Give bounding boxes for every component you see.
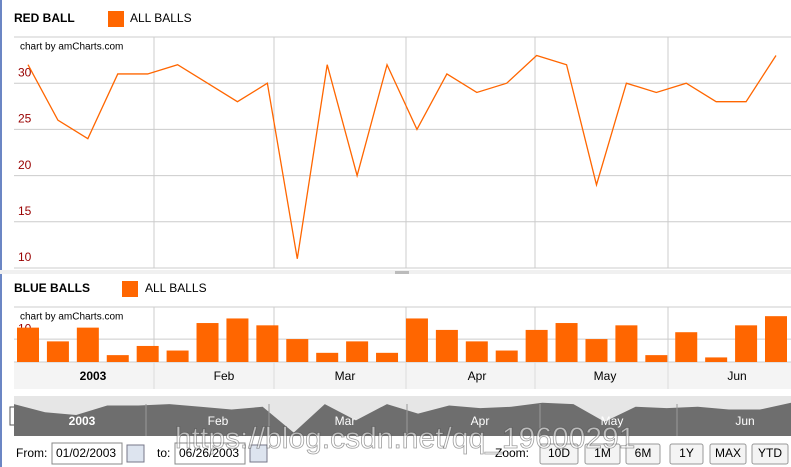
x-tick-label: Mar [335,369,356,383]
y-tick-label: 20 [18,158,32,172]
bar [435,329,458,362]
scroll-label: Mar [335,414,356,428]
from-label: From: [16,446,47,460]
x-tick-label: Apr [468,369,487,383]
bar [256,325,279,362]
scroll-label: Apr [471,414,490,428]
bar [346,341,369,362]
bar [17,327,39,362]
zoom-button[interactable] [751,443,789,465]
bar [405,318,428,362]
zoom-button-label[interactable]: 1M [594,446,611,460]
bar [675,332,698,362]
bar [765,316,787,362]
bar [735,325,758,362]
zoom-button[interactable] [669,443,704,465]
calendar-icon[interactable] [249,444,268,463]
scroll-label: May [601,414,624,428]
zoom-button[interactable] [709,443,747,465]
bar [376,352,399,362]
x-tick-label: 2003 [80,369,107,383]
bar [166,350,189,362]
category-axis [14,362,791,389]
calendar-icon[interactable] [126,444,145,463]
to-input[interactable] [174,442,246,465]
from-input[interactable] [51,442,123,465]
to-label: to: [157,446,170,460]
x-tick-label: Feb [214,369,235,383]
credit: chart by amCharts.com [20,42,123,53]
bar [705,357,728,362]
bar [136,345,159,362]
y-tick-label: 30 [18,65,32,79]
bar [585,339,608,362]
legend-swatch[interactable] [122,281,138,297]
line-series [27,54,777,259]
watermark: https://blog.csdn.net/qq_19600291 [175,422,635,455]
bar [555,323,578,362]
zoom-button-label[interactable]: 10D [548,446,570,460]
zoom-button-label[interactable]: MAX [715,446,741,460]
bar [286,339,309,362]
chart-title: BLUE BALLS [14,281,90,295]
zoom-button[interactable] [625,443,661,465]
zoom-button-label[interactable]: YTD [758,446,782,460]
bar [226,318,249,362]
legend-label[interactable]: ALL BALLS [130,11,192,25]
zoom-button[interactable] [539,443,579,465]
scroll-label: Jun [735,414,754,428]
bar [465,341,488,362]
legend-label[interactable]: ALL BALLS [145,281,207,295]
zoom-label: Zoom: [495,446,529,460]
y-tick-label: 10 [18,250,32,264]
zoom-button-label[interactable]: 1Y [679,446,694,460]
zoom-button-label[interactable]: 6M [635,446,652,460]
bar [316,352,339,362]
zoom-button[interactable] [584,443,621,465]
bar [615,325,638,362]
to-value[interactable]: 06/26/2003 [179,446,239,460]
divider-handle[interactable] [395,271,409,274]
bar [196,323,219,362]
y-tick-label: 25 [18,112,32,126]
y-tick-label: 15 [18,204,32,218]
credit: chart by amCharts.com [20,312,123,323]
chart-title: RED BALL [14,11,75,25]
bar [495,350,518,362]
x-tick-label: May [594,369,617,383]
scrollbar-graph [14,402,791,436]
x-tick-label: Jun [727,369,746,383]
bar [525,329,548,362]
from-value[interactable]: 01/02/2003 [56,446,116,460]
bar [46,341,69,362]
bar [106,355,129,362]
bar [76,327,99,362]
scroll-label: 2003 [69,414,96,428]
legend-swatch[interactable] [108,11,124,27]
scroll-label: Feb [208,414,229,428]
bar [645,355,668,362]
